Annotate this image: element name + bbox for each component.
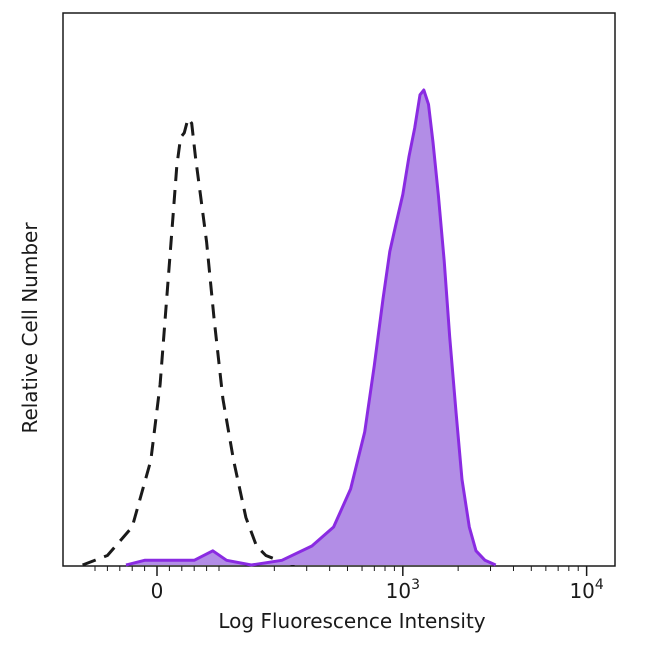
x-tick-label-1-exponent: 3 [411,577,420,593]
x-tick-label-2-base: 10 [569,579,594,603]
x-tick-label-2-exponent: 4 [595,577,604,593]
x-axis-ticks [94,566,588,576]
plot-frame [62,12,616,567]
x-tick-label-1: 103 [386,577,420,603]
series-1-line [125,88,497,567]
x-axis-tick-labels: 0 103 104 [151,577,604,603]
x-tick-label-2: 104 [569,577,603,603]
series-0-line [82,117,296,567]
series-layer [82,88,497,567]
x-tick-label-0: 0 [151,579,164,603]
x-axis-label: Log Fluorescence Intensity [218,609,485,633]
x-tick-label-1-base: 10 [386,579,411,603]
series-1-area [126,90,496,565]
y-axis-label: Relative Cell Number [18,222,42,434]
